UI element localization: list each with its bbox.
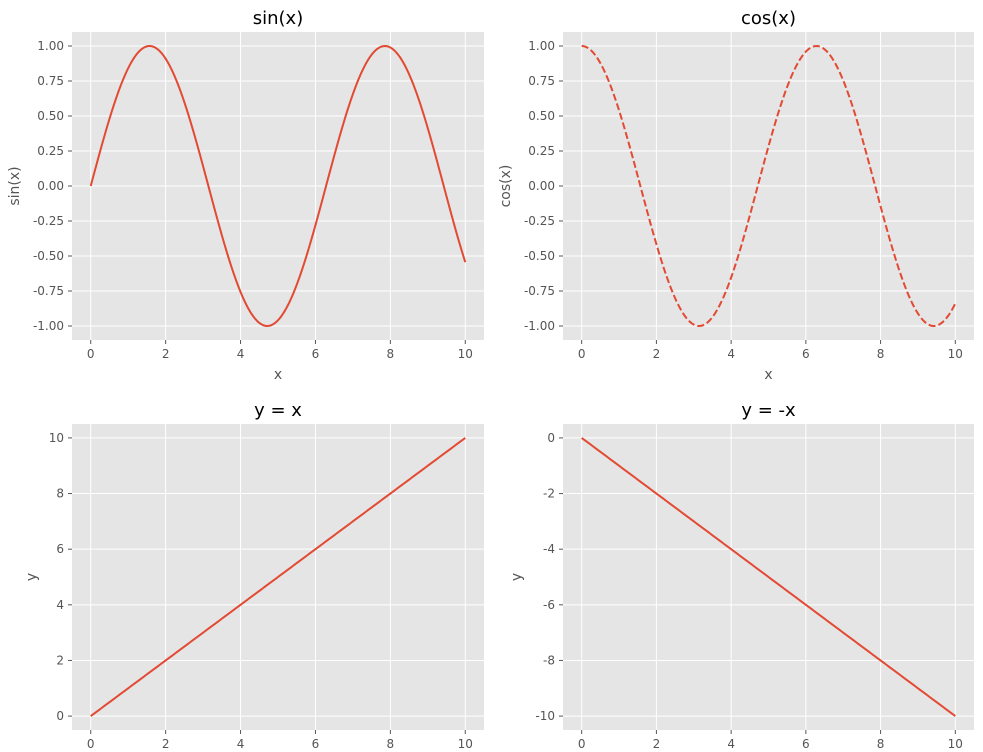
y-tick-label: 0.50 [37, 109, 64, 123]
y-tick-label: 0 [56, 709, 64, 723]
x-tick-label: 4 [727, 347, 735, 361]
y-tick-label: 10 [49, 431, 64, 445]
series-line [89, 45, 467, 327]
y-tick-label: -0.25 [33, 214, 64, 228]
y-tick-label: -0.50 [524, 249, 555, 263]
x-tick-label: 8 [877, 737, 885, 751]
x-axis-label: x [764, 367, 772, 383]
y-tick-label: 0.25 [37, 144, 64, 158]
y-tick-label: 1.00 [528, 39, 555, 53]
subplot-4: 0 2 4 6 8 10 -10 -8 -6 -4 -2 0 y = -x y [509, 400, 974, 751]
y-tick-label: -8 [543, 653, 555, 667]
y-tick-label: -0.75 [524, 284, 555, 298]
x-tick-label: 2 [162, 347, 170, 361]
x-tick-label: 4 [237, 347, 245, 361]
x-tick-label: 6 [312, 737, 320, 751]
series-line [581, 45, 957, 327]
x-tick-label: 0 [87, 347, 95, 361]
y-axis-label: sin(x) [7, 166, 23, 205]
x-tick-label: 4 [237, 737, 245, 751]
y-tick-label: 0.75 [37, 74, 64, 88]
y-tick-label: 8 [56, 487, 64, 501]
series-line [581, 437, 956, 717]
x-tick-label: 8 [877, 347, 885, 361]
y-tick-label: 0.50 [528, 109, 555, 123]
x-tick-label: 8 [387, 737, 395, 751]
y-tick-label: 2 [56, 653, 64, 667]
chart-title: y = -x [741, 400, 796, 421]
y-tick-label: -4 [543, 542, 555, 556]
y-tick-label: 0.75 [528, 74, 555, 88]
x-tick-label: 0 [87, 737, 95, 751]
y-axis-label: y [24, 573, 40, 581]
y-tick-label: -2 [543, 487, 555, 501]
y-tick-label: 0.25 [528, 144, 555, 158]
y-tick-label: 0.00 [528, 179, 555, 193]
x-tick-label: 10 [458, 347, 473, 361]
y-tick-label: 1.00 [37, 39, 64, 53]
x-tick-label: 6 [802, 347, 810, 361]
y-tick-label: 0.00 [37, 179, 64, 193]
x-tick-label: 0 [578, 737, 586, 751]
x-tick-label: 10 [948, 737, 963, 751]
x-tick-label: 2 [653, 737, 661, 751]
subplot-3: 0 2 4 6 8 10 0 2 4 6 8 10 y = x y [24, 400, 484, 751]
x-tick-label: 2 [162, 737, 170, 751]
series-line [90, 437, 466, 717]
y-axis-label: y [509, 573, 525, 581]
y-tick-label: -1.00 [524, 319, 555, 333]
x-tick-label: 6 [802, 737, 810, 751]
y-tick-label: 0 [547, 431, 555, 445]
y-tick-label: 4 [56, 598, 64, 612]
subplot-1: 0 2 4 6 8 10 -1.00 -0.75 -0.50 -0.25 0.00 0.25 0.50 0… [7, 8, 484, 383]
y-tick-label: -0.75 [33, 284, 64, 298]
y-tick-label: -1.00 [33, 319, 64, 333]
x-tick-label: 6 [312, 347, 320, 361]
x-tick-label: 10 [948, 347, 963, 361]
chart-title: sin(x) [253, 8, 303, 29]
x-tick-label: 10 [458, 737, 473, 751]
chart-title: cos(x) [741, 8, 796, 29]
y-tick-label: 6 [56, 542, 64, 556]
y-axis-label: cos(x) [498, 165, 514, 208]
subplot-2: 0 2 4 6 8 10 -1.00 -0.75 -0.50 -0.25 0.00 0.25 0.50 0… [498, 8, 974, 383]
x-tick-label: 8 [387, 347, 395, 361]
x-tick-label: 4 [727, 737, 735, 751]
x-tick-label: 0 [578, 347, 586, 361]
y-tick-label: -0.50 [33, 249, 64, 263]
x-axis-label: x [274, 367, 282, 383]
chart-title: y = x [254, 400, 302, 421]
y-tick-label: -0.25 [524, 214, 555, 228]
y-tick-label: -10 [535, 709, 555, 723]
y-tick-label: -6 [543, 598, 555, 612]
x-tick-label: 2 [653, 347, 661, 361]
